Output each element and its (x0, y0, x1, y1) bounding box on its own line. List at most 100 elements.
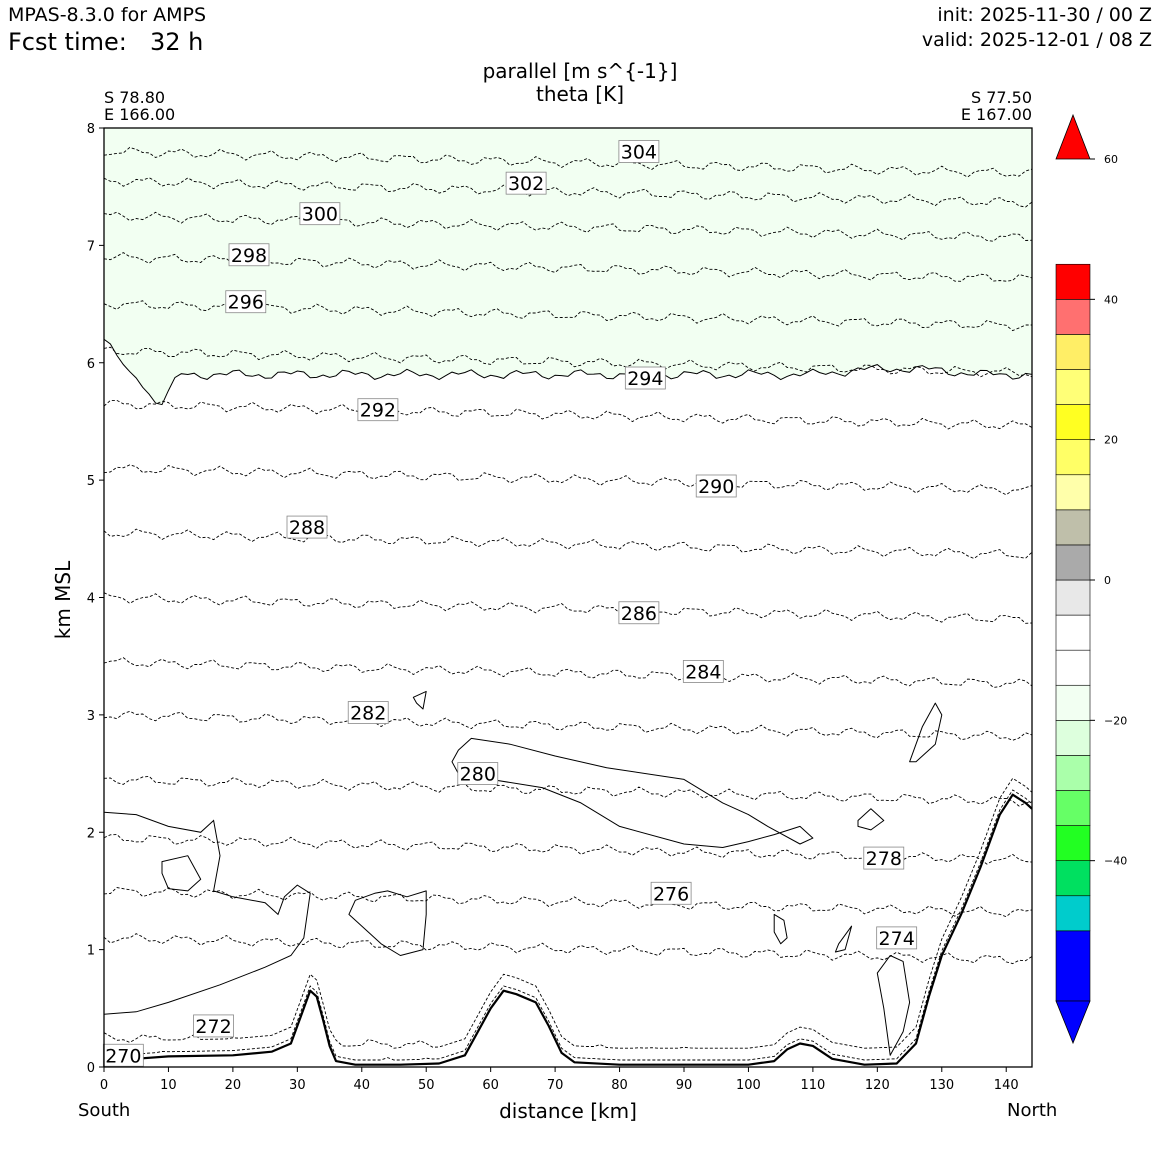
valid-time: valid: 2025-12-01 / 08 Z (921, 29, 1152, 51)
y-tick-0: 0 (87, 1061, 104, 1076)
colorbar-segment (1055, 474, 1091, 511)
colorbar-segment (1055, 579, 1091, 616)
colorbar-segment (1055, 299, 1091, 335)
contour-label-288: 288 (286, 515, 328, 539)
y-tick-3: 3 (87, 709, 104, 724)
colorbar-tick-−20: −20 (1090, 714, 1127, 727)
wind-contour-lower-left (104, 811, 311, 1015)
theta-contour-272 (104, 777, 1032, 1049)
theta-contours (104, 146, 1032, 1061)
colorbar-segment (1055, 825, 1091, 861)
y-axis-ticks: 0 1 2 3 4 5 6 7 8 (87, 122, 104, 1076)
svg-text:304: 304 (621, 141, 657, 163)
y-tick-7: 7 (87, 239, 104, 254)
x-axis-ticks: 0 10 20 30 40 50 60 70 80 90 100 110 120 130 140 (100, 1067, 1019, 1093)
terrain-line (104, 793, 1032, 1066)
svg-text:0: 0 (1104, 574, 1111, 587)
colorbar: 60 40 20 0 −20 −40 (1055, 113, 1127, 1045)
svg-text:70: 70 (547, 1078, 564, 1093)
colorbar-tick-−40: −40 (1090, 855, 1127, 868)
x-tick-70: 70 (547, 1067, 564, 1093)
svg-text:30: 30 (289, 1078, 306, 1093)
right-endpoint-lat: S 77.50 (970, 88, 1032, 107)
contour-label-290: 290 (695, 474, 737, 498)
contour-label-302: 302 (505, 171, 547, 195)
svg-text:80: 80 (611, 1078, 628, 1093)
svg-text:282: 282 (350, 703, 386, 725)
svg-text:284: 284 (685, 661, 721, 683)
svg-text:292: 292 (360, 400, 396, 422)
svg-text:294: 294 (627, 368, 663, 390)
shaded-region (104, 128, 1032, 406)
theta-contour-304 (104, 146, 1032, 178)
svg-text:290: 290 (698, 476, 734, 498)
init-time: init: 2025-11-30 / 00 Z (937, 4, 1152, 26)
svg-text:278: 278 (866, 848, 902, 870)
left-endpoint-lat: S 78.80 (104, 88, 166, 107)
x-tick-130: 130 (929, 1067, 954, 1093)
svg-text:20: 20 (1104, 434, 1118, 447)
colorbar-segment (1055, 334, 1091, 370)
wind-contour-4 (909, 702, 943, 763)
svg-text:60: 60 (1104, 153, 1118, 166)
svg-text:130: 130 (929, 1078, 954, 1093)
svg-text:40: 40 (354, 1078, 371, 1093)
svg-text:20: 20 (225, 1078, 242, 1093)
colorbar-segment (1055, 720, 1091, 756)
svg-text:8: 8 (87, 122, 95, 137)
svg-text:7: 7 (87, 239, 95, 254)
wind-contour-3 (857, 808, 885, 831)
theta-contour-282 (104, 710, 1032, 741)
colorbar-tick-0: 0 (1090, 574, 1111, 587)
wind-contour-2 (161, 855, 202, 892)
svg-text:296: 296 (228, 292, 264, 314)
svg-text:4: 4 (87, 592, 95, 607)
colorbar-under-arrow (1055, 1000, 1091, 1045)
svg-text:1: 1 (87, 944, 95, 959)
y-tick-5: 5 (87, 474, 104, 489)
chart-subtitle: theta [K] (536, 82, 624, 106)
contour-label-282: 282 (347, 701, 389, 725)
contour-label-270: 270 (102, 1043, 144, 1067)
colorbar-segment (1055, 369, 1091, 405)
y-tick-4: 4 (87, 592, 104, 607)
svg-text:288: 288 (289, 517, 325, 539)
x-tick-20: 20 (225, 1067, 242, 1093)
x-tick-10: 10 (160, 1067, 177, 1093)
wind-contour-8 (348, 890, 427, 956)
colorbar-over-arrow (1055, 113, 1091, 160)
shaded-area (104, 128, 1032, 405)
colorbar-segment (1055, 895, 1091, 932)
direction-north: North (1007, 1100, 1058, 1121)
x-tick-100: 100 (736, 1067, 761, 1093)
theta-contour-292 (104, 399, 1032, 430)
theta-contour-300 (104, 211, 1032, 242)
colorbar-segment (1055, 860, 1091, 897)
svg-text:100: 100 (736, 1078, 761, 1093)
x-axis-label: distance [km] (499, 1099, 637, 1123)
forecast-time-value: 32 h (150, 28, 204, 56)
colorbar-segment (1055, 684, 1091, 721)
theta-contour-274 (104, 933, 1032, 965)
svg-text:3: 3 (87, 709, 95, 724)
contour-label-272: 272 (193, 1014, 234, 1038)
svg-text:280: 280 (460, 764, 496, 786)
svg-text:2: 2 (87, 826, 95, 841)
svg-text:60: 60 (482, 1078, 499, 1093)
x-tick-80: 80 (611, 1067, 628, 1093)
svg-text:10: 10 (160, 1078, 177, 1093)
theta-contour-288 (104, 528, 1032, 560)
x-tick-140: 140 (994, 1067, 1019, 1093)
colorbar-segment (1055, 790, 1091, 826)
colorbar-tick-40: 40 (1090, 293, 1118, 306)
left-endpoint-lon: E 166.00 (104, 105, 176, 124)
contour-label-280: 280 (457, 762, 499, 786)
svg-text:286: 286 (621, 603, 657, 625)
contour-labels: 270 272 274 276 278 280 282 284 286 288 290 292 294 2… (102, 140, 918, 1067)
x-tick-110: 110 (800, 1067, 825, 1093)
y-tick-1: 1 (87, 944, 104, 959)
x-tick-60: 60 (482, 1067, 499, 1093)
wind-contours (104, 690, 943, 1056)
svg-text:5: 5 (87, 474, 95, 489)
